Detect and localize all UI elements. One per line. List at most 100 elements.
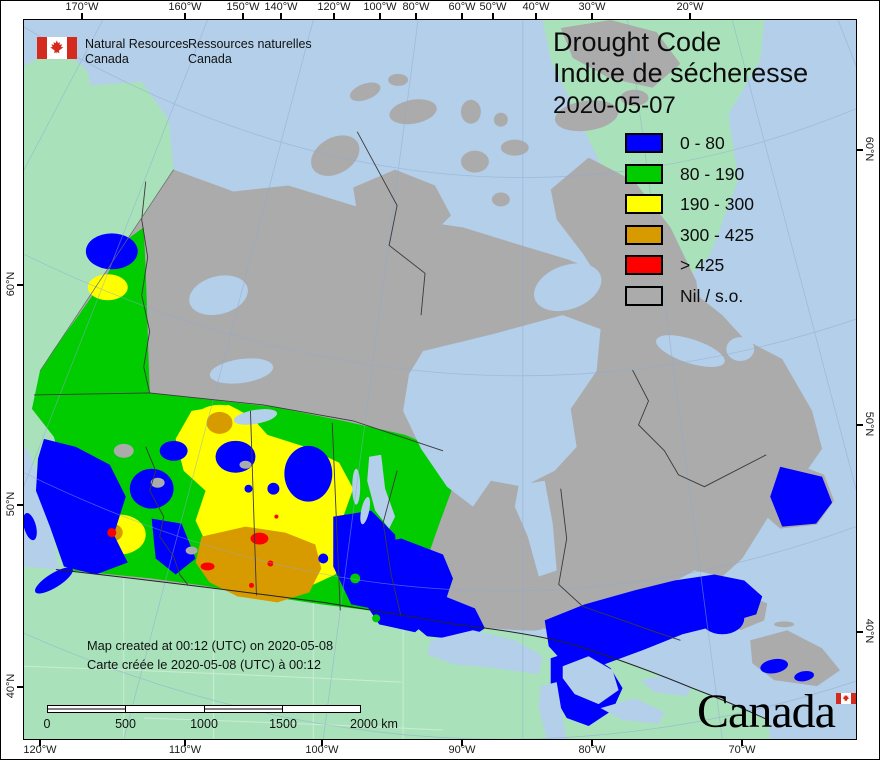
scale-label: 1500	[269, 717, 297, 731]
axis-tick-right	[857, 149, 863, 151]
scale-segment	[48, 706, 126, 712]
canada-drought-map	[24, 20, 856, 739]
greenland	[542, 20, 765, 295]
axis-tick-bottom	[321, 740, 323, 746]
axis-tick-top	[461, 13, 463, 19]
us-state-lines	[24, 578, 444, 739]
axis-label-bottom: 120°W	[23, 744, 57, 756]
province-borders	[33, 131, 769, 721]
legend-swatch	[625, 224, 663, 245]
scale-label: 1000	[190, 717, 218, 731]
axis-tick-left	[17, 686, 23, 688]
legend-swatch	[625, 194, 663, 214]
scale-label: 0	[43, 717, 51, 731]
axis-tick-top	[535, 13, 537, 19]
scale-segment	[281, 706, 360, 712]
axis-tick-top	[81, 13, 83, 19]
axis-label-bottom: 110°W	[168, 744, 202, 756]
legend-swatch	[625, 163, 663, 184]
great-slave-lake	[209, 358, 274, 384]
legend-label: Nil / s.o.	[680, 285, 744, 306]
org-fr-line1: Ressources naturelles	[188, 37, 312, 51]
title-date: 2020-05-07	[553, 92, 676, 119]
org-name-fr: Ressources naturelles Canada	[188, 37, 312, 67]
axis-tick-top	[280, 13, 282, 19]
lake-winnipeg	[367, 454, 396, 529]
axis-tick-left	[17, 284, 23, 286]
axis-label-top: 20°W	[676, 1, 704, 13]
legend-label: 0 - 80	[680, 133, 725, 153]
map-frame	[23, 19, 857, 740]
hudson-strait	[656, 335, 725, 367]
axis-label-top: 140°W	[264, 1, 298, 13]
axis-tick-right	[857, 631, 863, 633]
axis-tick-top	[184, 13, 186, 19]
axis-label-top: 170°W	[65, 1, 99, 13]
legend-label: 190 - 300	[680, 194, 754, 214]
axis-tick-bottom	[39, 740, 41, 746]
scale-bar	[47, 705, 361, 713]
foxe-basin	[534, 263, 602, 312]
axis-tick-bottom	[591, 740, 593, 746]
lake-erie	[600, 698, 665, 725]
axis-label-bottom: 100°W	[305, 744, 339, 756]
title-en: Drought Code	[553, 27, 722, 57]
alaska	[24, 81, 174, 571]
axis-label-left: 50°N	[5, 491, 17, 517]
legend-swatch	[625, 255, 663, 275]
axis-tick-top	[415, 13, 417, 19]
lake-michigan	[538, 682, 567, 739]
axis-label-right: 50°N	[863, 411, 875, 437]
created-fr: Carte créée le 2020-05-08 (UTC) à 00:12	[87, 656, 322, 672]
axis-label-top: 60°W	[448, 1, 476, 13]
axis-label-top: 120°W	[317, 1, 351, 13]
axis-label-top: 30°W	[578, 1, 606, 13]
org-en-line1: Natural Resources	[85, 37, 189, 51]
axis-label-top: 100°W	[363, 1, 397, 13]
axis-label-bottom: 80°W	[578, 744, 606, 756]
axis-tick-top	[333, 13, 335, 19]
axis-label-bottom: 70°W	[728, 744, 756, 756]
lake-ontario	[640, 674, 695, 697]
axis-tick-right	[857, 424, 863, 426]
org-en-line2: Canada	[85, 52, 129, 66]
map-created-text: Map created at 00:12 (UTC) on 2020-05-08…	[87, 637, 333, 674]
axis-label-right: 60°N	[863, 136, 875, 162]
legend-swatch	[625, 133, 663, 153]
axis-label-top: 160°W	[168, 1, 202, 13]
org-name-en: Natural Resources Canada	[85, 37, 189, 67]
lake-superior	[427, 630, 543, 675]
lakes-and-bays	[189, 263, 755, 739]
axis-label-right: 40°N	[863, 618, 875, 644]
scale-end-label: 2000 km	[350, 717, 398, 731]
canada-flag-icon	[37, 37, 77, 59]
legend-label: 80 - 190	[680, 163, 745, 184]
great-bear-lake	[189, 275, 248, 316]
ungava-bay	[726, 337, 755, 362]
axis-label-top: 50°W	[479, 1, 507, 13]
axis-label-left: 60°N	[5, 271, 17, 297]
axis-tick-top	[689, 13, 691, 19]
axis-tick-top	[379, 13, 381, 19]
graticule	[24, 20, 856, 739]
axis-label-top: 150°W	[226, 1, 260, 13]
lake-huron	[562, 656, 619, 705]
map-title: Drought Code Indice de sécheresse 2020-0…	[553, 27, 808, 121]
lake-athabasca	[233, 409, 278, 425]
axis-label-top: 40°W	[522, 1, 550, 13]
hudson-bay	[403, 315, 601, 507]
axis-label-top: 80°W	[402, 1, 430, 13]
axis-tick-left	[17, 504, 23, 506]
axis-label-bottom: 90°W	[448, 744, 476, 756]
axis-tick-bottom	[184, 740, 186, 746]
axis-tick-top	[591, 13, 593, 19]
legend-label: 300 - 425	[680, 224, 754, 245]
scale-segment	[125, 706, 203, 712]
axis-tick-top	[492, 13, 494, 19]
axis-label-left: 40°N	[5, 673, 17, 699]
scale-segment	[203, 706, 282, 712]
axis-tick-bottom	[741, 740, 743, 746]
james-bay	[514, 480, 557, 577]
axis-tick-top	[242, 13, 244, 19]
